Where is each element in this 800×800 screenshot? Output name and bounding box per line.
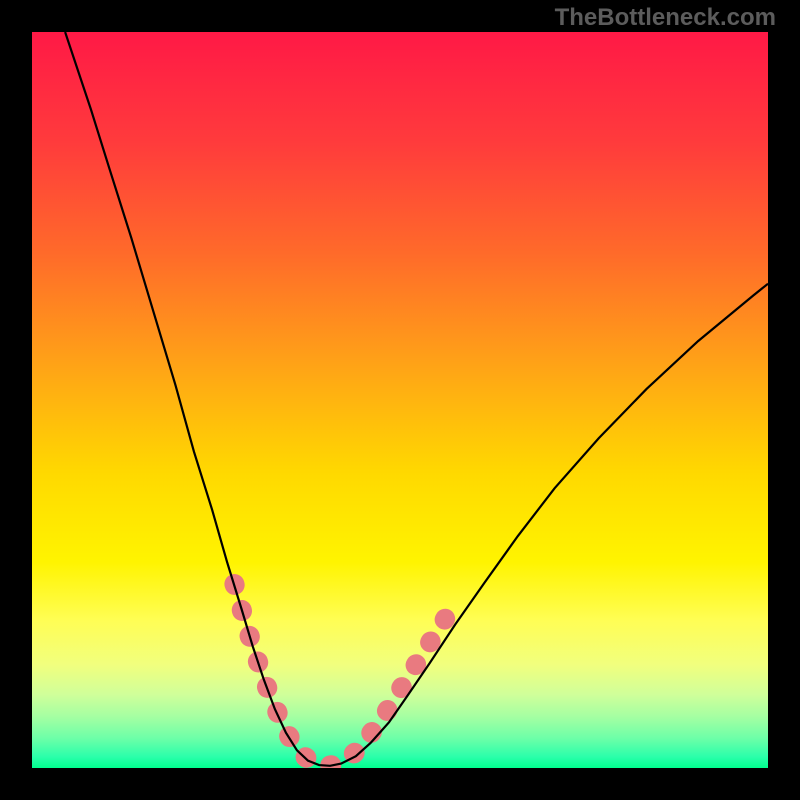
highlight-marker-segment xyxy=(234,584,458,766)
chart-canvas: TheBottleneck.com xyxy=(0,0,800,800)
plot-area xyxy=(32,32,768,768)
watermark-text: TheBottleneck.com xyxy=(555,4,776,32)
chart-svg xyxy=(32,32,768,768)
